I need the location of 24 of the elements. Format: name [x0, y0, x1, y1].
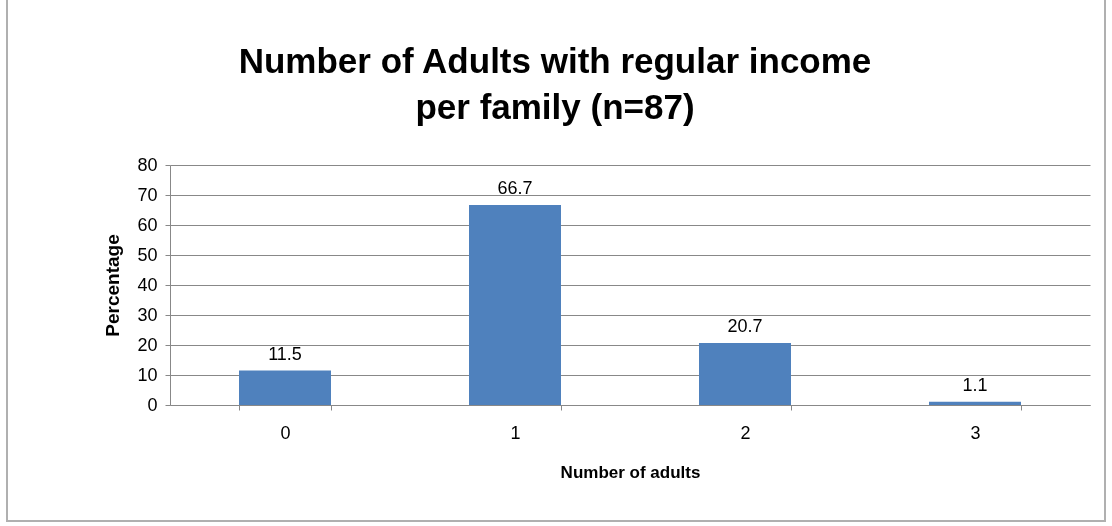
data-label: 66.7	[497, 177, 533, 198]
chart-title: Number of Adults with regular income per family (n=87)	[238, 41, 872, 126]
x-tick-label: 3	[970, 422, 981, 443]
y-tick-label: 60	[137, 214, 158, 235]
x-tick-label: 2	[740, 422, 751, 443]
x-tick-label: 1	[510, 422, 521, 443]
bar	[239, 370, 331, 405]
x-axis-title: Number of adults	[560, 462, 701, 482]
y-tick-label: 0	[147, 394, 158, 415]
y-axis-title: Percentage	[102, 234, 124, 337]
y-tick-label: 40	[137, 274, 158, 295]
bar	[929, 401, 1021, 405]
bar	[469, 204, 561, 405]
bar	[699, 342, 791, 405]
y-tick-label: 20	[137, 334, 158, 355]
y-tick-label: 80	[137, 154, 158, 175]
y-tick-label: 10	[137, 364, 158, 385]
y-tick-label: 50	[137, 244, 158, 265]
x-tick-label: 0	[280, 422, 291, 443]
data-label: 11.5	[268, 343, 302, 364]
y-tick-label: 30	[137, 304, 158, 325]
data-label: 20.7	[727, 315, 763, 336]
y-tick-label: 70	[137, 184, 158, 205]
data-label: 1.1	[962, 374, 988, 395]
